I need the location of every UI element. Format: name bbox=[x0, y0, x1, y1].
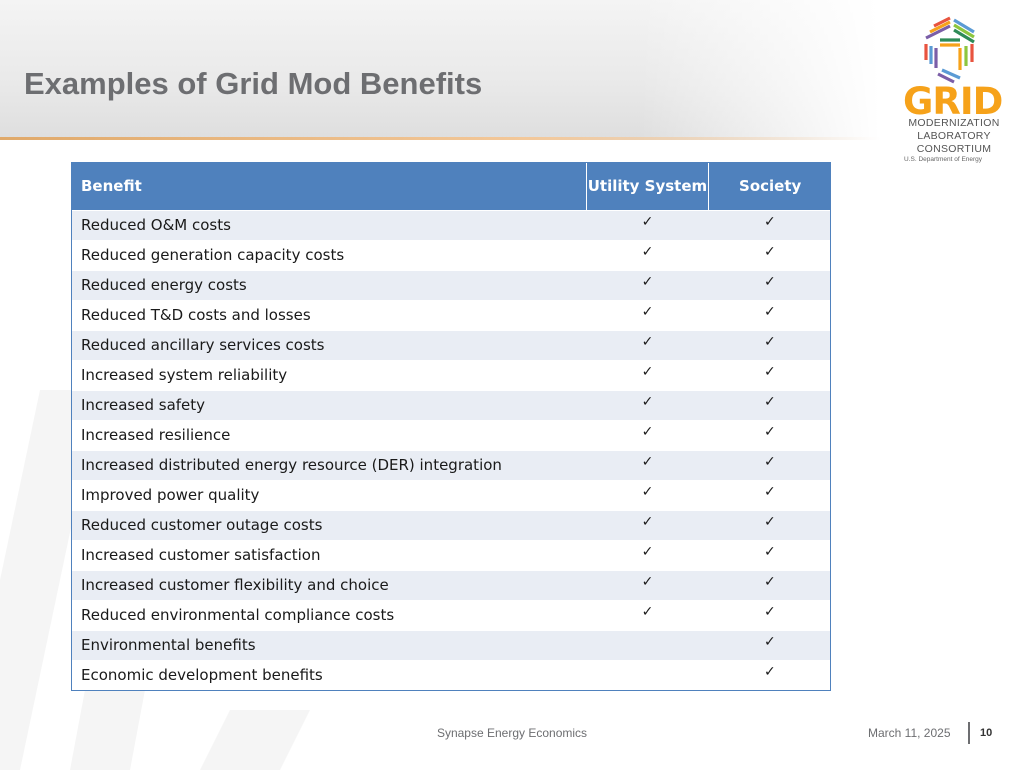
benefit-cell: Reduced T&D costs and losses bbox=[71, 300, 587, 331]
table-row: Increased distributed energy resource (D… bbox=[71, 450, 831, 481]
society-check-cell: ✓ bbox=[708, 510, 831, 541]
logo-wordmark: GRID bbox=[903, 80, 1003, 123]
utility-check-cell: ✓ bbox=[586, 300, 709, 331]
utility-check-cell: ✓ bbox=[586, 450, 709, 481]
utility-check-cell: ✓ bbox=[586, 480, 709, 511]
utility-check-cell: ✓ bbox=[586, 390, 709, 421]
utility-check-cell: ✓ bbox=[586, 210, 709, 241]
utility-check-cell: ✓ bbox=[586, 540, 709, 571]
logo-line-3: CONSORTIUM bbox=[916, 143, 992, 155]
logo-subline: U.S. Department of Energy bbox=[904, 156, 983, 163]
society-check-cell: ✓ bbox=[708, 360, 831, 391]
slide-title: Examples of Grid Mod Benefits bbox=[24, 66, 483, 101]
header-fade bbox=[640, 0, 880, 140]
utility-check-cell: ✓ bbox=[586, 330, 709, 361]
benefit-cell: Reduced energy costs bbox=[71, 270, 587, 301]
benefits-table: Benefit Utility System Society Reduced O… bbox=[71, 162, 831, 690]
header-utility-system: Utility System bbox=[586, 162, 710, 211]
society-check-cell: ✓ bbox=[708, 240, 831, 271]
table-body: Reduced O&M costs ✓ ✓ Reduced generation ca… bbox=[71, 210, 831, 690]
footer-date: March 11, 2025 bbox=[868, 726, 951, 740]
grid-logo-icon bbox=[924, 16, 975, 84]
utility-check-cell bbox=[586, 630, 709, 661]
benefit-cell: Reduced ancillary services costs bbox=[71, 330, 587, 361]
table-header-row: Benefit Utility System Society bbox=[71, 162, 831, 211]
footer-divider bbox=[968, 722, 970, 744]
table-row: Environmental benefits ✓ bbox=[71, 630, 831, 661]
society-check-cell: ✓ bbox=[708, 540, 831, 571]
table-row: Reduced ancillary services costs ✓ ✓ bbox=[71, 330, 831, 361]
society-check-cell: ✓ bbox=[708, 600, 831, 631]
benefit-cell: Increased resilience bbox=[71, 420, 587, 451]
logo-line-2: LABORATORY bbox=[917, 130, 991, 142]
logo-line-1: MODERNIZATION bbox=[908, 117, 1000, 129]
benefit-cell: Increased safety bbox=[71, 390, 587, 421]
benefit-cell: Reduced O&M costs bbox=[71, 210, 587, 241]
table-row: Improved power quality ✓ ✓ bbox=[71, 480, 831, 511]
society-check-cell: ✓ bbox=[708, 480, 831, 511]
utility-check-cell bbox=[586, 660, 709, 690]
table-row: Reduced generation capacity costs ✓ ✓ bbox=[71, 240, 831, 271]
utility-check-cell: ✓ bbox=[586, 240, 709, 271]
table-row: Reduced O&M costs ✓ ✓ bbox=[71, 210, 831, 241]
benefit-cell: Reduced environmental compliance costs bbox=[71, 600, 587, 631]
utility-check-cell: ✓ bbox=[586, 600, 709, 631]
page-number: 10 bbox=[980, 727, 993, 739]
benefit-cell: Reduced customer outage costs bbox=[71, 510, 587, 541]
society-check-cell: ✓ bbox=[708, 270, 831, 301]
table-row: Reduced environmental compliance costs ✓ ✓ bbox=[71, 600, 831, 631]
society-check-cell: ✓ bbox=[708, 450, 831, 481]
society-check-cell: ✓ bbox=[708, 630, 831, 661]
society-check-cell: ✓ bbox=[708, 420, 831, 451]
society-check-cell: ✓ bbox=[708, 660, 831, 690]
table-row: Increased resilience ✓ ✓ bbox=[71, 420, 831, 451]
benefit-cell: Increased customer satisfaction bbox=[71, 540, 587, 571]
table-row: Reduced T&D costs and losses ✓ ✓ bbox=[71, 300, 831, 331]
utility-check-cell: ✓ bbox=[586, 420, 709, 451]
benefit-cell: Increased customer flexibility and choic… bbox=[71, 570, 587, 601]
society-check-cell: ✓ bbox=[708, 570, 831, 601]
header-accent-line bbox=[0, 137, 880, 140]
benefit-cell: Environmental benefits bbox=[71, 630, 587, 661]
table-row: Increased system reliability ✓ ✓ bbox=[71, 360, 831, 391]
society-check-cell: ✓ bbox=[708, 300, 831, 331]
benefit-cell: Improved power quality bbox=[71, 480, 587, 511]
utility-check-cell: ✓ bbox=[586, 510, 709, 541]
benefit-cell: Economic development benefits bbox=[71, 660, 587, 690]
society-check-cell: ✓ bbox=[708, 210, 831, 241]
header-benefit: Benefit bbox=[71, 162, 587, 211]
table-row: Reduced energy costs ✓ ✓ bbox=[71, 270, 831, 301]
table-row: Increased customer flexibility and choic… bbox=[71, 570, 831, 601]
table-row: Economic development benefits ✓ bbox=[71, 660, 831, 690]
benefit-cell: Reduced generation capacity costs bbox=[71, 240, 587, 271]
utility-check-cell: ✓ bbox=[586, 270, 709, 301]
footer-organization: Synapse Energy Economics bbox=[436, 726, 588, 740]
utility-check-cell: ✓ bbox=[586, 360, 709, 391]
benefit-cell: Increased system reliability bbox=[71, 360, 587, 391]
society-check-cell: ✓ bbox=[708, 330, 831, 361]
table-row: Reduced customer outage costs ✓ ✓ bbox=[71, 510, 831, 541]
table-row: Increased customer satisfaction ✓ ✓ bbox=[71, 540, 831, 571]
society-check-cell: ✓ bbox=[708, 390, 831, 421]
utility-check-cell: ✓ bbox=[586, 570, 709, 601]
table-row: Increased safety ✓ ✓ bbox=[71, 390, 831, 421]
header-society: Society bbox=[708, 162, 831, 211]
benefit-cell: Increased distributed energy resource (D… bbox=[71, 450, 587, 481]
